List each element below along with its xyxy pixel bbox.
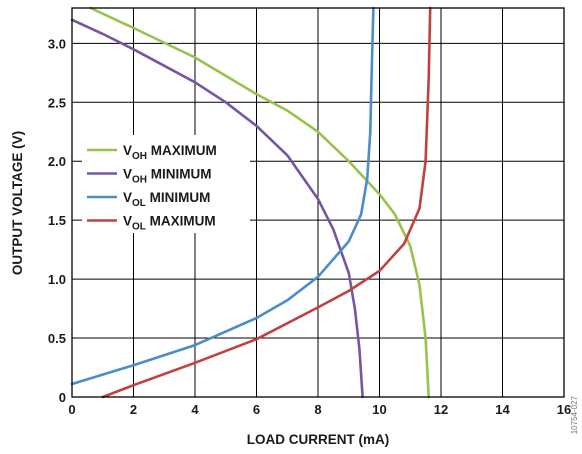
plot-border [71,7,565,398]
series-line-1 [89,6,430,399]
x-tick-label: 12 [434,402,448,417]
series-line-3 [70,6,375,386]
y-tick-label: 1.5 [48,213,66,228]
y-tick-labels: 0 0.5 1.0 1.5 2.0 2.5 3.0 [48,36,66,405]
y-tick-label: 2.0 [48,154,66,169]
x-tick-labels: 0 2 4 6 8 10 12 14 16 [68,402,571,417]
legend-background [82,135,250,233]
legend-label: VOL MINIMUM [123,190,210,209]
legend-label: VOH MAXIMUM [123,143,217,162]
grid-lines [71,8,565,398]
y-axis-title: OUTPUT VOLTAGE (V) [10,131,25,275]
y-tick-label: 3.0 [48,36,66,51]
figure-id-note: 10754-027 [570,395,579,434]
legend: VOH MAXIMUM VOH MINIMUM VOL MINIMUM VOL MAX… [82,135,250,233]
legend-label: VOH MINIMUM [123,167,212,186]
x-axis-title: LOAD CURRENT (mA) [247,432,390,447]
y-tick-label: 2.5 [48,95,66,110]
x-tick-label: 0 [68,402,75,417]
series-line-2 [70,18,364,399]
data-series [70,6,432,399]
x-tick-label: 16 [557,402,571,417]
x-tick-label: 8 [314,402,321,417]
x-tick-label: 4 [191,402,199,417]
x-tick-label: 6 [253,402,260,417]
x-tick-label: 10 [372,402,386,417]
x-tick-label: 14 [495,402,510,417]
y-tick-label: 0 [59,390,66,405]
y-tick-label: 0.5 [48,331,66,346]
legend-label: VOL MAXIMUM [123,214,216,233]
series-line-4 [101,6,432,399]
plot-frame [71,7,565,398]
x-tick-label: 2 [130,402,137,417]
y-tick-label: 1.0 [48,272,66,287]
